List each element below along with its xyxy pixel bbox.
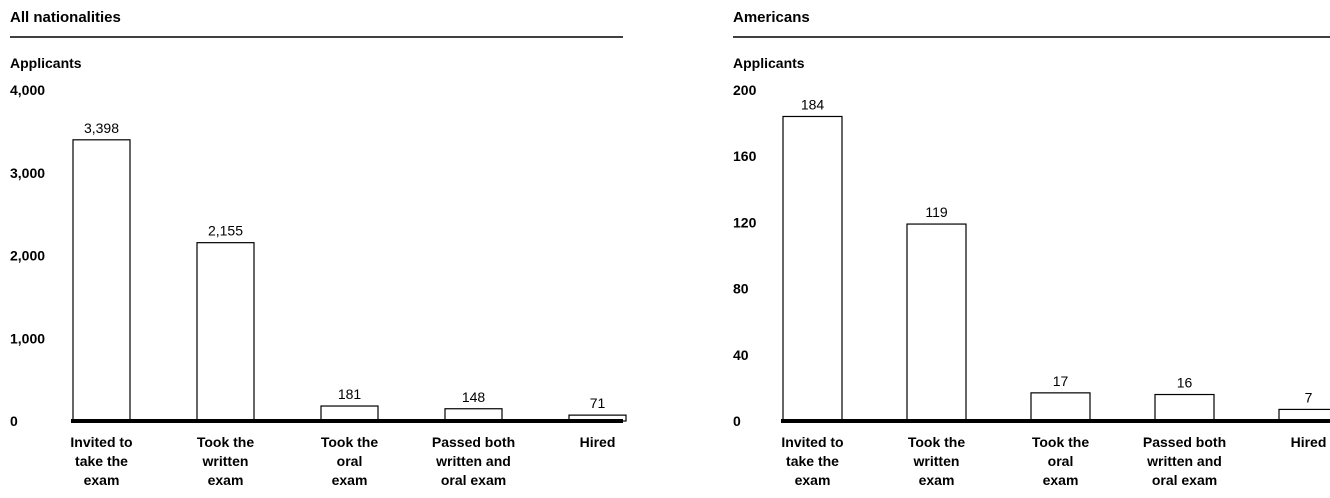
data-label: 71 <box>590 395 606 411</box>
y-tick-label: 0 <box>733 413 741 429</box>
data-label: 148 <box>462 389 486 405</box>
x-category-label-line: exam <box>919 472 955 488</box>
x-category-label-line: Took the <box>321 434 379 450</box>
x-category-label-line: Passed both <box>1143 434 1226 450</box>
x-category-label-line: Hired <box>1291 434 1327 450</box>
x-category-label-line: Took the <box>197 434 255 450</box>
x-category-label-line: take the <box>786 453 839 469</box>
y-tick-label: 0 <box>10 413 18 429</box>
y-tick-label: 200 <box>733 82 757 98</box>
x-category-label-line: exam <box>795 472 831 488</box>
x-category-label: Took the oral exam <box>321 434 379 488</box>
x-category-label-line: exam <box>84 472 120 488</box>
chart-title: All nationalities <box>10 9 121 26</box>
y-tick-label: 4,000 <box>10 82 45 98</box>
x-category-label-line: oral exam <box>1152 472 1217 488</box>
x-category-label-line: exam <box>1043 472 1079 488</box>
y-tick-label: 160 <box>733 148 757 164</box>
x-category-label-line: written and <box>435 453 511 469</box>
x-category-label-line: written and <box>1146 453 1222 469</box>
chart-panel-2: Americans Applicants 0 40 80 120 160 200 184 Invi… <box>733 9 1330 488</box>
bar <box>1154 393 1215 422</box>
x-category-label-line: Hired <box>580 434 616 450</box>
data-label: 16 <box>1177 375 1193 391</box>
bar <box>1030 392 1091 422</box>
y-tick-label: 120 <box>733 214 757 230</box>
y-tick-label: 3,000 <box>10 165 45 181</box>
x-category-label: Took the oral exam <box>1032 434 1090 488</box>
x-category-label-line: Took the <box>908 434 966 450</box>
y-axis-label: Applicants <box>10 55 82 71</box>
x-category-label-line: exam <box>332 472 368 488</box>
x-category-label-line: oral <box>337 453 363 469</box>
data-label: 7 <box>1305 389 1313 405</box>
chart-title: Americans <box>733 9 810 26</box>
x-category-label: Invited to take the exam <box>781 434 843 488</box>
x-category-label: Passed both written and oral exam <box>432 434 515 488</box>
x-category-label: Hired <box>1291 434 1327 450</box>
x-category-label-line: Took the <box>1032 434 1090 450</box>
data-label: 184 <box>801 96 825 112</box>
x-category-label-line: exam <box>208 472 244 488</box>
x-category-label-line: take the <box>75 453 128 469</box>
data-label: 181 <box>338 386 362 402</box>
data-label: 17 <box>1053 373 1069 389</box>
bar <box>906 223 967 422</box>
bar <box>782 115 843 422</box>
x-category-label-line: Invited to <box>781 434 843 450</box>
x-category-label-line: written <box>913 453 960 469</box>
x-category-label-line: oral exam <box>441 472 506 488</box>
x-category-label-line: Invited to <box>70 434 132 450</box>
data-label: 3,398 <box>84 120 119 136</box>
bar <box>320 405 379 422</box>
y-axis-label: Applicants <box>733 55 805 71</box>
y-tick-label: 40 <box>733 347 749 363</box>
x-category-label-line: written <box>202 453 249 469</box>
y-tick-label: 80 <box>733 281 749 297</box>
chart-panel-1: All nationalities Applicants 0 1,000 2,000 3,… <box>10 9 627 488</box>
x-category-label: Took the written exam <box>197 434 255 488</box>
bar <box>196 242 255 422</box>
x-category-label: Hired <box>580 434 616 450</box>
x-category-label-line: Passed both <box>432 434 515 450</box>
data-label: 119 <box>925 204 948 220</box>
bar <box>72 139 131 422</box>
y-tick-label: 2,000 <box>10 248 45 264</box>
x-category-label: Invited to take the exam <box>70 434 132 488</box>
x-category-label-line: oral <box>1048 453 1074 469</box>
x-category-label: Passed both written and oral exam <box>1143 434 1226 488</box>
x-category-label: Took the written exam <box>908 434 966 488</box>
data-label: 2,155 <box>208 223 243 239</box>
y-tick-label: 1,000 <box>10 330 45 346</box>
